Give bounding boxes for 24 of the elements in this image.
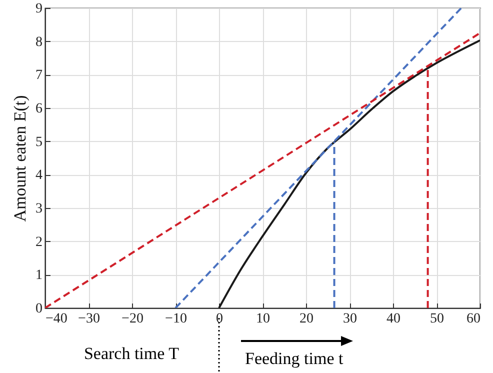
y-tick-label: 6 bbox=[36, 102, 42, 116]
x-tick-label: 40 bbox=[386, 312, 400, 326]
y-tick-label: 8 bbox=[36, 34, 42, 50]
y-tick-label: 4 bbox=[36, 168, 42, 184]
x-tick-label: 50 bbox=[430, 312, 444, 326]
y-tick-label: 3 bbox=[36, 202, 42, 216]
y-tick-label: 9 bbox=[36, 2, 42, 16]
y-tick-label: 7 bbox=[36, 68, 42, 84]
y-tick-label: 5 bbox=[36, 134, 42, 150]
x-tick-label: 60 bbox=[466, 312, 480, 326]
x-tick-label: 0 bbox=[216, 312, 223, 326]
x-tick-label: 30 bbox=[343, 312, 357, 326]
y-tick-label: 1 bbox=[36, 268, 42, 284]
x-tick-label: −40 bbox=[46, 312, 68, 326]
x-tick-label: −20 bbox=[122, 312, 144, 326]
y-axis-title: Amount eaten E(t) bbox=[10, 95, 30, 222]
x-tick-label: −30 bbox=[78, 312, 100, 326]
text: Search time T bbox=[84, 344, 179, 364]
y-tick-label: 2 bbox=[36, 234, 42, 250]
text: Feeding time t bbox=[245, 349, 344, 369]
x-tick-label: 20 bbox=[300, 312, 314, 326]
x-tick-label: −10 bbox=[165, 312, 187, 326]
x-tick-label: 10 bbox=[256, 312, 270, 326]
y-tick-label: 0 bbox=[36, 302, 42, 316]
